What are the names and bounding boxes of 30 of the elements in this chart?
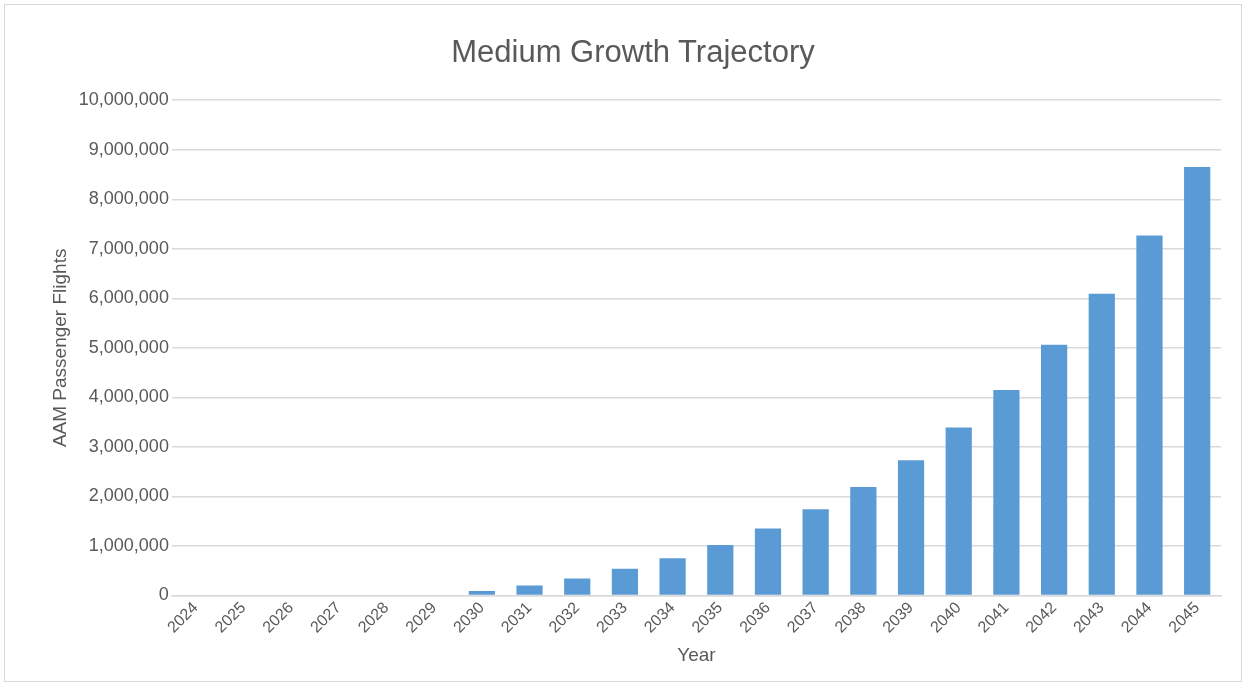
- chart-title: Medium Growth Trajectory: [451, 34, 816, 70]
- bar: [468, 591, 495, 595]
- y-tick-label: 1,000,000: [88, 534, 169, 555]
- bar: [1088, 293, 1115, 595]
- bar: [754, 528, 782, 595]
- bar: [897, 460, 925, 595]
- y-tick-label: 5,000,000: [88, 336, 169, 357]
- bar: [1040, 344, 1068, 595]
- y-tick-label: 3,000,000: [88, 435, 169, 456]
- y-tick-label: 9,000,000: [88, 138, 169, 159]
- y-tick-label: 2,000,000: [88, 485, 169, 506]
- y-tick-label: 6,000,000: [88, 287, 169, 308]
- bar: [1136, 235, 1163, 595]
- bar: [659, 558, 686, 595]
- bar: [850, 486, 877, 595]
- y-tick-label: 10,000,000: [78, 89, 169, 110]
- bar: [516, 585, 543, 595]
- y-axis-title: AAM Passenger Flights: [48, 248, 70, 448]
- bar: [945, 427, 972, 595]
- bar: [1184, 167, 1211, 595]
- bar: [707, 544, 734, 595]
- y-tick-label: 0: [158, 584, 169, 605]
- x-axis-title: Year: [677, 643, 717, 665]
- bar: [564, 578, 591, 595]
- y-tick-label: 4,000,000: [88, 386, 169, 407]
- bar: [993, 389, 1020, 595]
- bar: [802, 509, 829, 595]
- y-tick-label: 7,000,000: [88, 237, 169, 258]
- y-tick-label: 8,000,000: [88, 188, 169, 209]
- bar: [611, 568, 639, 595]
